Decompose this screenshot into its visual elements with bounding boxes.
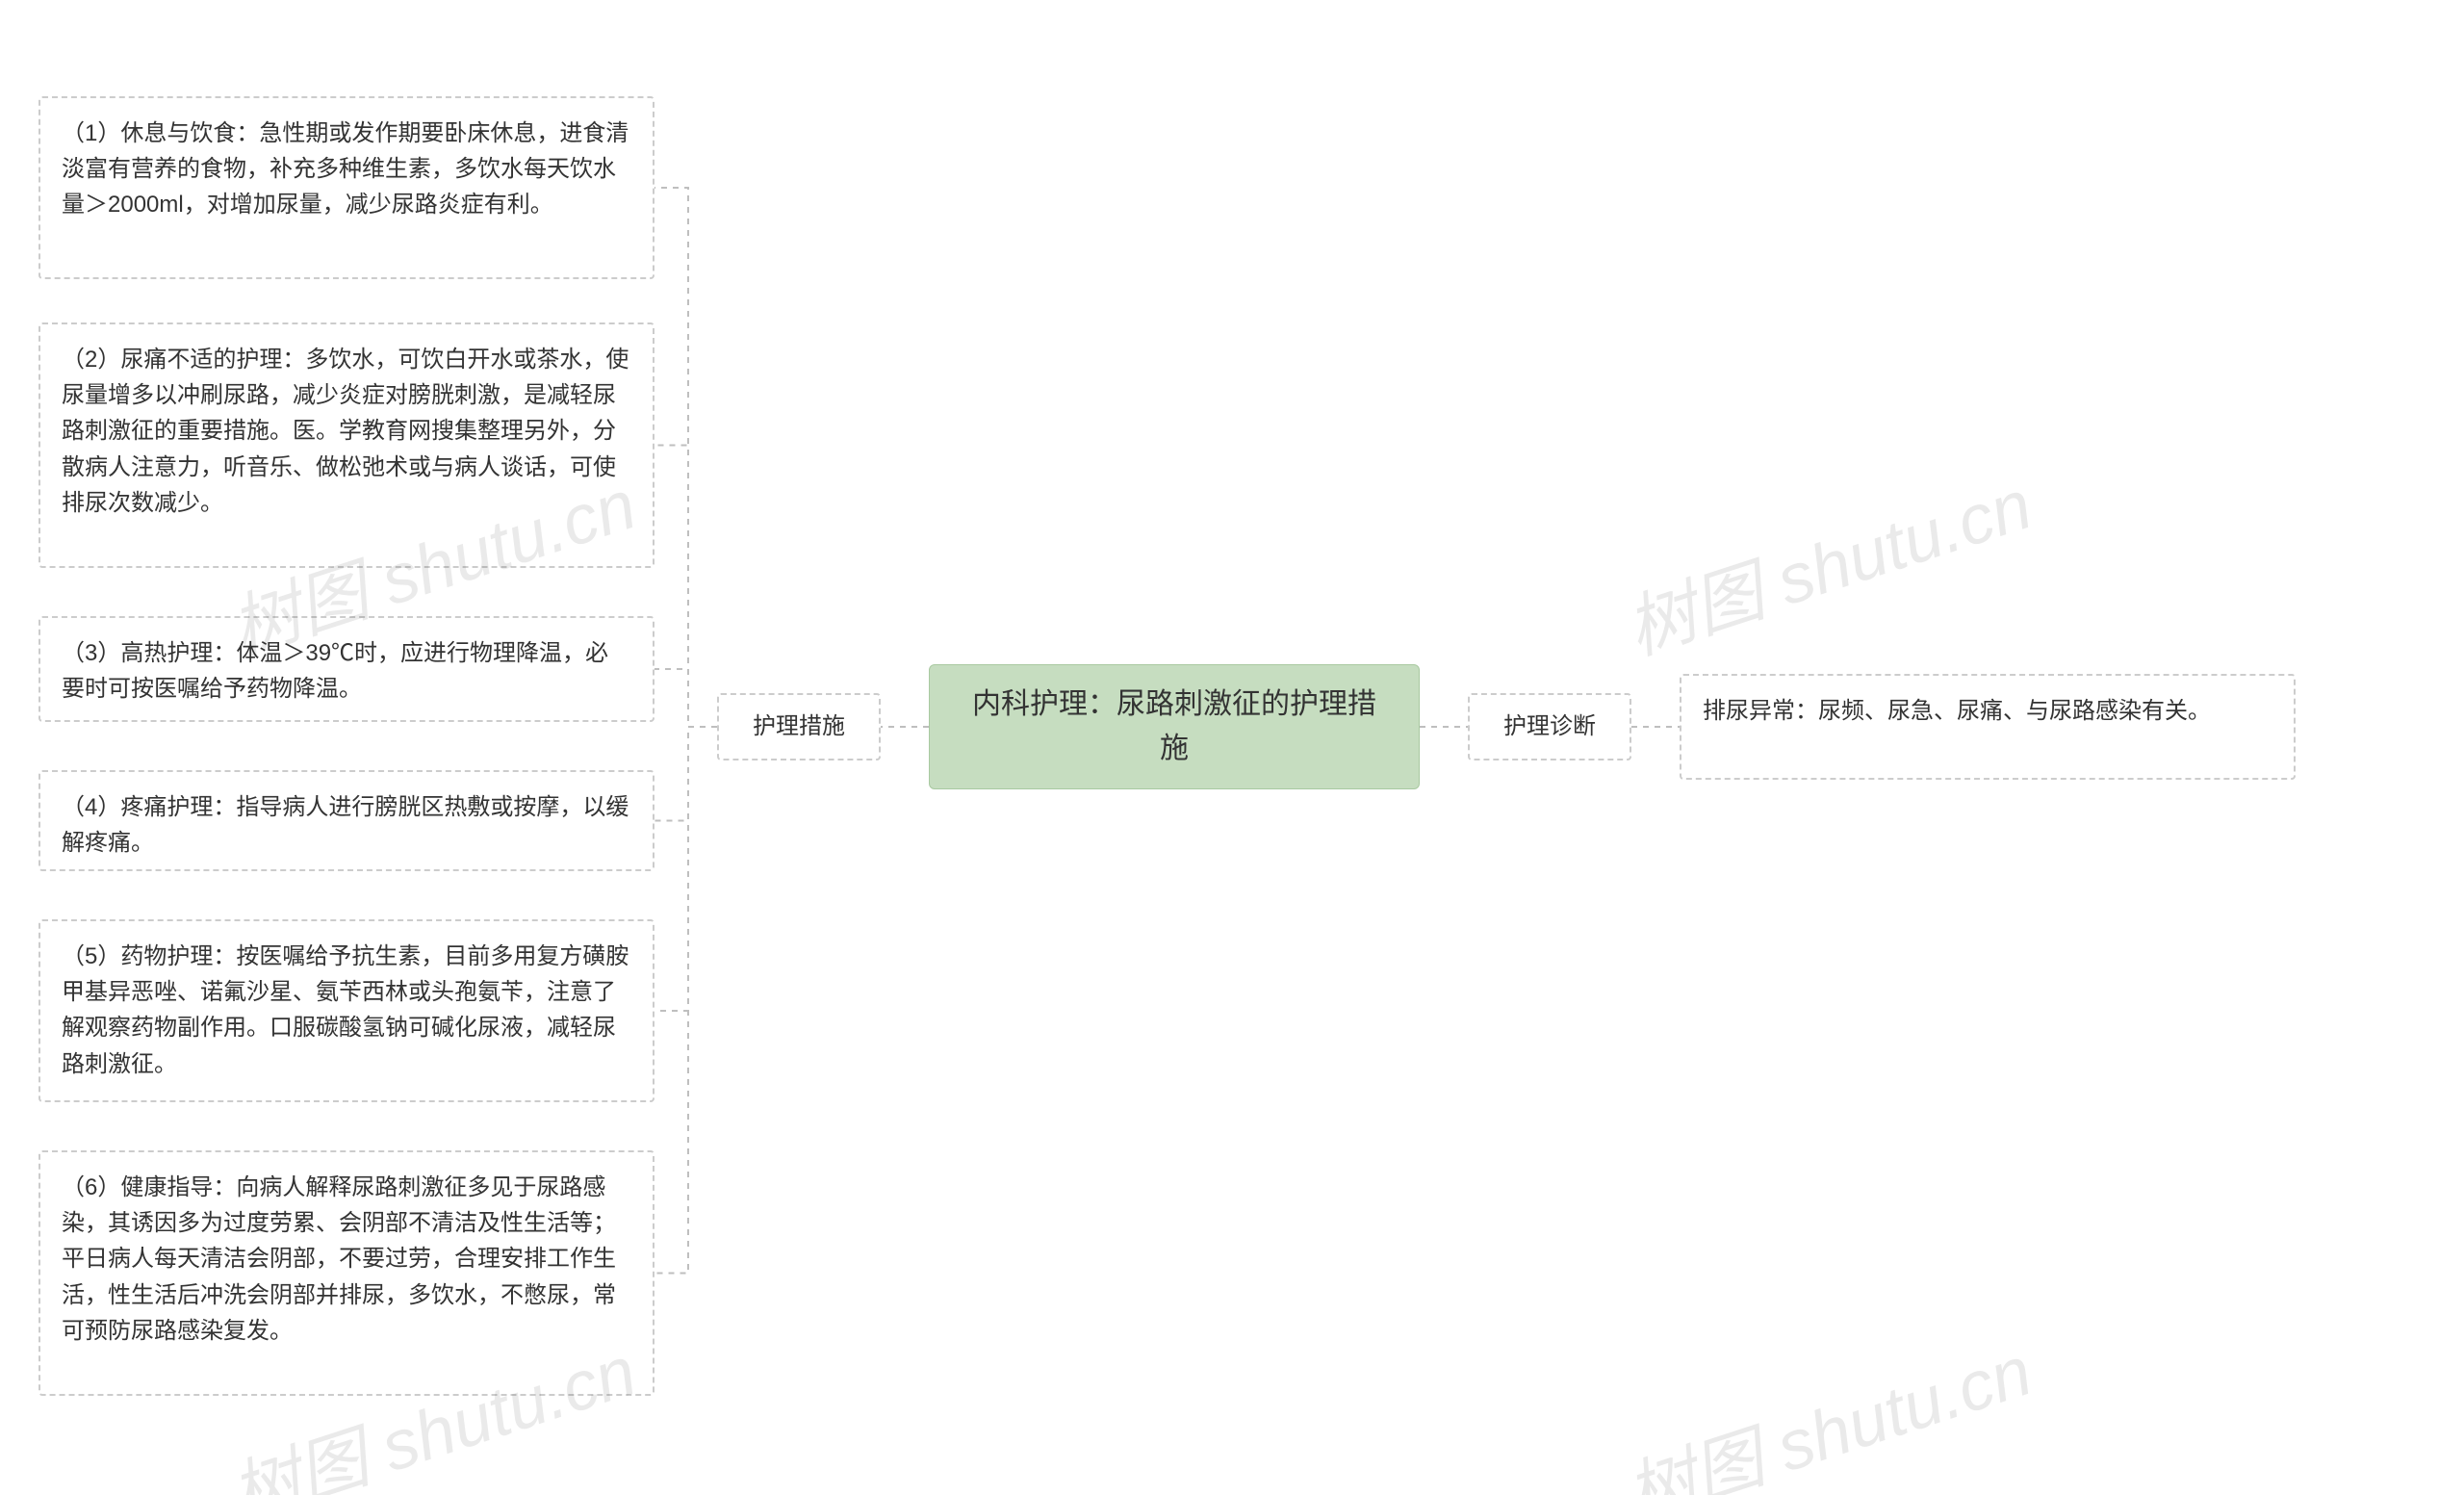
branch-left[interactable]: 护理措施 [717, 693, 881, 760]
root-label: 内科护理：尿路刺激征的护理措施 [959, 683, 1390, 772]
leaf-text: （4）疼痛护理：指导病人进行膀胱区热敷或按摩，以缓解疼痛。 [62, 794, 629, 856]
leaf-left-5[interactable]: （5）药物护理：按医嘱给予抗生素，目前多用复方磺胺甲基异恶唑、诺氟沙星、氨苄西林… [38, 919, 654, 1102]
watermark: 树图 shutu.cn [1611, 448, 2041, 674]
leaf-text: （5）药物护理：按医嘱给予抗生素，目前多用复方磺胺甲基异恶唑、诺氟沙星、氨苄西林… [62, 943, 629, 1077]
branch-right[interactable]: 护理诊断 [1468, 693, 1631, 760]
leaf-left-4[interactable]: （4）疼痛护理：指导病人进行膀胱区热敷或按摩，以缓解疼痛。 [38, 770, 654, 871]
leaf-left-6[interactable]: （6）健康指导：向病人解释尿路刺激征多见于尿路感染，其诱因多为过度劳累、会阴部不… [38, 1150, 654, 1396]
leaf-left-3[interactable]: （3）高热护理：体温＞39℃时，应进行物理降温，必要时可按医嘱给予药物降温。 [38, 616, 654, 722]
leaf-left-1[interactable]: （1）休息与饮食：急性期或发作期要卧床休息，进食清淡富有营养的食物，补充多种维生… [38, 96, 654, 279]
leaf-right-1[interactable]: 排尿异常：尿频、尿急、尿痛、与尿路感染有关。 [1680, 674, 2296, 780]
watermark: 树图 shutu.cn [1611, 1314, 2041, 1495]
root-node[interactable]: 内科护理：尿路刺激征的护理措施 [929, 664, 1420, 789]
mindmap-canvas: 内科护理：尿路刺激征的护理措施 护理措施 护理诊断 （1）休息与饮食：急性期或发… [0, 0, 2464, 1495]
leaf-text: 排尿异常：尿频、尿急、尿痛、与尿路感染有关。 [1703, 698, 2211, 724]
leaf-text: （1）休息与饮食：急性期或发作期要卧床休息，进食清淡富有营养的食物，补充多种维生… [62, 120, 629, 218]
leaf-left-2[interactable]: （2）尿痛不适的护理：多饮水，可饮白开水或茶水，使尿量增多以冲刷尿路，减少炎症对… [38, 322, 654, 568]
leaf-text: （6）健康指导：向病人解释尿路刺激征多见于尿路感染，其诱因多为过度劳累、会阴部不… [62, 1174, 616, 1344]
branch-left-label: 护理措施 [753, 709, 845, 744]
branch-right-label: 护理诊断 [1503, 709, 1596, 744]
leaf-text: （2）尿痛不适的护理：多饮水，可饮白开水或茶水，使尿量增多以冲刷尿路，减少炎症对… [62, 347, 629, 516]
leaf-text: （3）高热护理：体温＞39℃时，应进行物理降温，必要时可按医嘱给予药物降温。 [62, 640, 608, 702]
